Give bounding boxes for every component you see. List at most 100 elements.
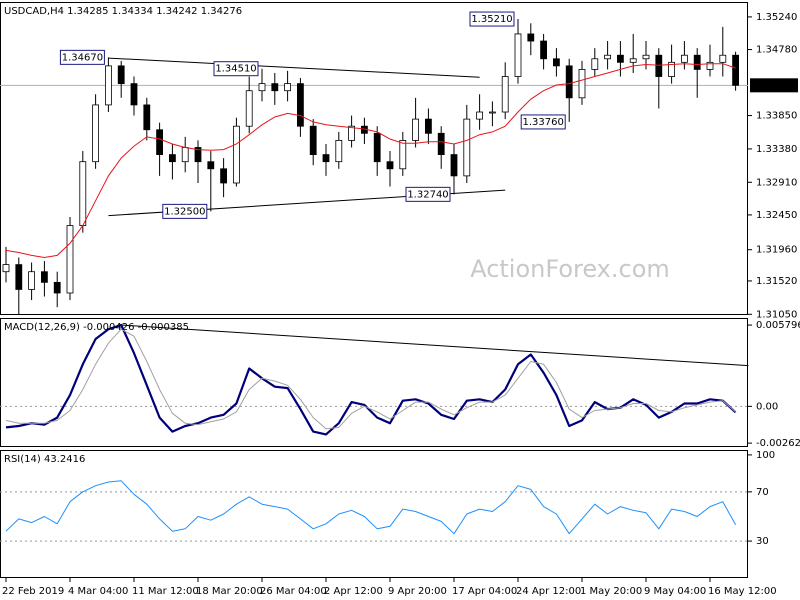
x-tick-label: 24 Apr 12:00: [516, 586, 581, 597]
candle-body: [271, 83, 279, 92]
candle-body: [156, 129, 164, 155]
candle-body: [194, 147, 202, 163]
candle-body: [15, 264, 23, 290]
indicator-line: [5, 328, 736, 430]
x-tick-label: 16 May 12:00: [708, 586, 777, 597]
x-tick-label: 4 Mar 04:00: [68, 586, 128, 597]
candle-body: [565, 65, 573, 99]
candle-body: [693, 54, 701, 70]
annotation-label: 1.32740: [407, 189, 448, 200]
candle-body: [501, 76, 509, 113]
candle-body: [527, 33, 535, 42]
candle-body: [578, 69, 586, 99]
candle-body: [553, 58, 560, 67]
annotation-label: 1.34510: [215, 64, 256, 75]
candle-body: [220, 168, 228, 184]
candle-body: [386, 161, 394, 170]
annotation-box: [59, 49, 105, 65]
candle-body: [424, 118, 432, 134]
candle-body: [309, 125, 317, 155]
candle-body: [348, 125, 356, 141]
candle-body: [66, 225, 74, 294]
annotation-label: 1.32500: [164, 206, 205, 217]
y-tick-label: 1.34780: [756, 45, 797, 56]
annotation-label: 1.33760: [523, 117, 564, 128]
x-tick-label: 22 Feb 2019: [2, 586, 64, 597]
annotation-box: [469, 11, 515, 27]
candle-body: [296, 83, 304, 127]
candle-body: [642, 54, 650, 60]
candle-body: [655, 54, 663, 77]
y-tick-label: 1.32910: [756, 177, 797, 188]
trendline: [121, 324, 749, 367]
y-tick-label: 1.33380: [756, 144, 797, 155]
y-tick-label: -0.002623: [756, 438, 800, 449]
watermark: ActionForex.com: [470, 255, 670, 283]
indicator-line: [5, 480, 737, 535]
candle-body: [258, 83, 266, 92]
y-tick-label: 0.005796: [756, 320, 800, 331]
x-tick-label: 9 Apr 20:00: [388, 586, 447, 597]
panel-title: RSI(14) 43.2416: [4, 454, 85, 465]
candle-body: [322, 154, 330, 163]
candle-body: [617, 54, 624, 63]
candle-body: [373, 132, 381, 163]
moving-average: [5, 63, 736, 259]
x-tick-label: 11 Mar 12:00: [132, 586, 199, 597]
panel-title: USDCAD,H4 1.34285 1.34334 1.34242 1.3427…: [4, 6, 242, 17]
candle-body: [41, 271, 48, 283]
y-tick-label: 30: [756, 536, 769, 547]
y-tick-label: 1.33850: [756, 111, 797, 122]
candle-body: [681, 54, 688, 63]
candle-body: [168, 154, 176, 163]
y-tick-label: 100: [756, 450, 775, 461]
panel-title: MACD(12,26,9) -0.000426 -0.000385: [4, 322, 189, 333]
annotation-box: [520, 114, 566, 130]
candle-body: [399, 140, 407, 170]
trendline: [108, 57, 480, 78]
candle-body: [668, 61, 675, 77]
y-tick-label: 1.31050: [756, 309, 797, 320]
y-tick-label: 0.00: [756, 401, 778, 412]
annotation-box: [213, 61, 259, 77]
candle-body: [450, 154, 458, 177]
candle-body: [143, 104, 151, 131]
candle-body: [207, 161, 215, 170]
y-tick-label: 1.32450: [756, 210, 797, 221]
candle-body: [719, 54, 727, 63]
candle-body: [335, 140, 343, 163]
x-tick-label: 26 Mar 04:00: [260, 586, 327, 597]
panel-frame: [0, 2, 748, 315]
candle-body: [463, 118, 471, 177]
candle-body: [130, 83, 138, 106]
candle-body: [488, 111, 496, 114]
x-tick-label: 1 May 20:00: [580, 586, 642, 597]
last-price-label: 1.34276: [756, 80, 797, 91]
annotation-box: [405, 186, 451, 202]
candle-body: [79, 161, 87, 226]
candle-body: [284, 83, 292, 92]
y-tick-label: 1.31960: [756, 245, 797, 256]
y-tick-label: 1.35240: [756, 12, 797, 23]
candle-body: [28, 271, 36, 290]
panel-frame: [0, 318, 748, 447]
candle-body: [604, 54, 611, 60]
candle-body: [732, 54, 739, 86]
candle-body: [476, 111, 484, 120]
panel-frame: [0, 450, 748, 578]
candle-body: [92, 104, 99, 163]
candle-body: [232, 125, 240, 184]
candle-body: [181, 147, 189, 163]
candle-body: [412, 118, 420, 141]
candle-body: [245, 90, 253, 127]
x-tick-label: 18 Mar 20:00: [196, 586, 263, 597]
x-tick-label: 9 May 04:00: [644, 586, 706, 597]
last-price-box: [750, 78, 798, 93]
candle-body: [53, 281, 61, 294]
y-tick-label: 1.31520: [756, 276, 797, 287]
candle-body: [437, 132, 445, 155]
candle-body: [591, 58, 599, 70]
candle-body: [2, 264, 10, 273]
